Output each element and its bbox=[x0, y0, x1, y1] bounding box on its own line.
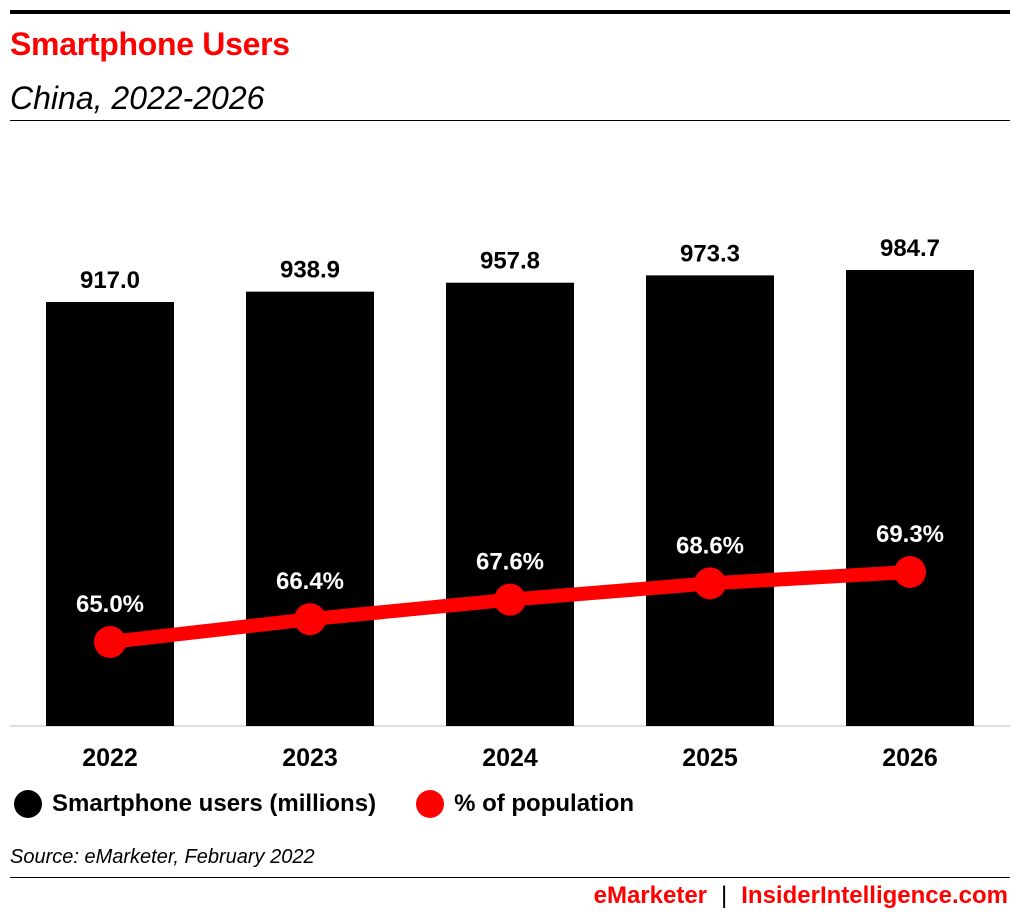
legend-item-users: Smartphone users (millions) bbox=[14, 790, 376, 818]
bar-label-2025: 973.3 bbox=[680, 240, 740, 267]
line-label-2023: 66.4% bbox=[276, 568, 344, 595]
line-label-2026: 69.3% bbox=[876, 521, 944, 548]
footer-insider-intelligence: InsiderIntelligence.com bbox=[741, 882, 1008, 909]
footer-separator: | bbox=[721, 882, 728, 909]
line-label-2022: 65.0% bbox=[76, 591, 144, 618]
legend-label-population: % of population bbox=[454, 790, 635, 817]
bar-label-2026: 984.7 bbox=[880, 235, 940, 262]
line-point-2023 bbox=[294, 603, 326, 636]
line-point-2025 bbox=[694, 567, 726, 600]
legend-swatch-population bbox=[416, 790, 445, 818]
bar-label-2022: 917.0 bbox=[80, 267, 140, 294]
bar-2022 bbox=[46, 302, 174, 726]
legend: Smartphone users (millions) % of populat… bbox=[14, 790, 674, 818]
chart-title: Smartphone Users bbox=[10, 26, 290, 62]
bar-2023 bbox=[246, 291, 374, 726]
x-tick-label-2022: 2022 bbox=[82, 744, 138, 772]
bar-label-2024: 957.8 bbox=[480, 248, 540, 275]
source-note: Source: eMarketer, February 2022 bbox=[10, 846, 315, 868]
bottom-rule bbox=[10, 877, 1010, 878]
line-label-2025: 68.6% bbox=[676, 532, 744, 559]
subtitle-rule bbox=[10, 120, 1010, 121]
bar-label-2023: 938.9 bbox=[280, 257, 340, 284]
legend-swatch-users bbox=[14, 790, 42, 818]
combo-chart: 917.0 2022 938.9 2023 957.8 2024 973.3 2025 984.… bbox=[10, 235, 1010, 772]
top-rule bbox=[10, 10, 1010, 14]
footer-brand: eMarketer | InsiderIntelligence.com bbox=[594, 882, 1008, 910]
legend-label-users: Smartphone users (millions) bbox=[52, 790, 377, 817]
line-label-2024: 67.6% bbox=[476, 549, 544, 576]
line-point-2024 bbox=[494, 583, 526, 616]
footer-emarketer: eMarketer bbox=[593, 882, 708, 909]
legend-item-population: % of population bbox=[416, 790, 634, 818]
bar-2025 bbox=[646, 275, 774, 726]
x-tick-label-2024: 2024 bbox=[482, 744, 538, 772]
bar-2024 bbox=[446, 282, 574, 726]
x-tick-label-2023: 2023 bbox=[282, 744, 338, 772]
chart-subtitle: China, 2022-2026 bbox=[10, 80, 265, 116]
x-tick-label-2026: 2026 bbox=[882, 744, 938, 772]
line-point-2022 bbox=[94, 626, 126, 658]
bar-2026 bbox=[846, 270, 974, 726]
x-tick-label-2025: 2025 bbox=[682, 744, 738, 772]
line-point-2026 bbox=[894, 556, 926, 588]
